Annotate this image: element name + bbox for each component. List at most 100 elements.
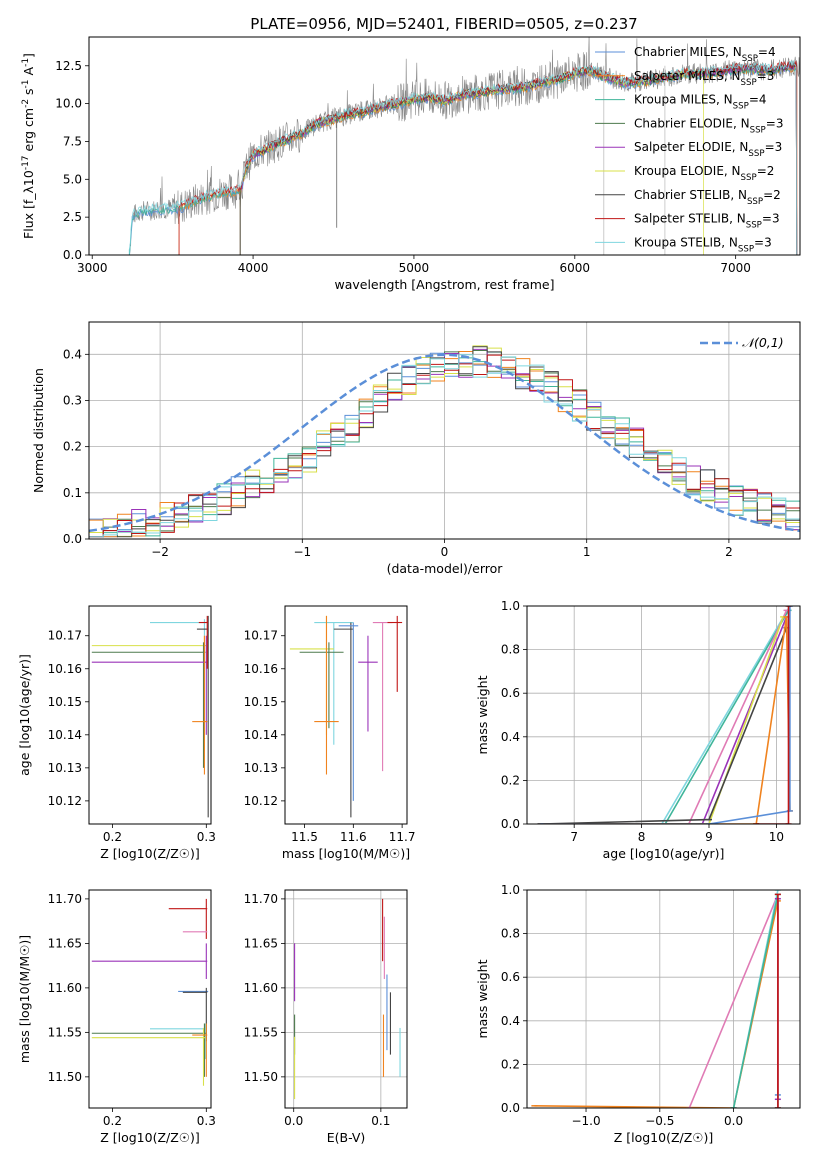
x-axis-label: Z [log10(Z/Z☉)] bbox=[100, 1130, 200, 1145]
axes-frame bbox=[88, 889, 212, 1109]
y-tick-label: 1.0 bbox=[501, 883, 520, 897]
x-axis-label: (data-model)/error bbox=[387, 561, 504, 576]
label-text: mass weight bbox=[475, 959, 490, 1038]
label-script: -1 bbox=[21, 58, 31, 67]
y-tick-label: 11.70 bbox=[244, 892, 278, 906]
panel-weight-vs-Z: −1.0 −0.5 0.0 0.0 0.2 0.4 0.6 0.8 1.0 Z [log10(Z/… bbox=[475, 883, 801, 1145]
x-tick-label: 9 bbox=[705, 830, 713, 844]
label-script: SSP bbox=[746, 221, 762, 231]
label-text: Salpeter STELIB, N bbox=[634, 212, 746, 226]
y-tick-label: 1.0 bbox=[501, 599, 520, 613]
y-tick-label: 0.6 bbox=[501, 970, 520, 984]
axes-frame bbox=[284, 889, 408, 1109]
cumulative-weight-line bbox=[534, 900, 779, 1108]
y-tick-label: 0.1 bbox=[63, 486, 82, 500]
y-tick-label: 0.0 bbox=[501, 1101, 520, 1115]
x-axis-label: mass [log10(M/M☉)] bbox=[282, 846, 410, 861]
label-script: SSP bbox=[750, 125, 766, 135]
legend: 𝒩(0,1) bbox=[700, 335, 784, 350]
x-tick-label: −1.0 bbox=[571, 1114, 600, 1128]
y-tick-label: 11.65 bbox=[244, 936, 278, 950]
y-axis-label: Flux [f_λ10-17 erg cm-2 s-1 A-1] bbox=[21, 53, 36, 239]
legend-entry: Kroupa ELODIE, NSSP=2 bbox=[634, 164, 774, 183]
axes-frame bbox=[88, 605, 212, 825]
label-text: =4 bbox=[749, 93, 767, 107]
y-tick-label: 10.0 bbox=[55, 97, 82, 111]
y-tick-label: 0.3 bbox=[63, 393, 82, 407]
panel-spectrum: 3000 4000 5000 6000 7000 0.0 2.5 5.0 7.5 10.0 12.5… bbox=[21, 36, 801, 292]
y-tick-label: 10.16 bbox=[244, 662, 278, 676]
label-text: A bbox=[21, 66, 36, 79]
y-tick-label: 10.13 bbox=[48, 761, 82, 775]
label-script: SSP bbox=[738, 244, 754, 254]
y-tick-label: 0.8 bbox=[501, 643, 520, 657]
label-script: SSP bbox=[747, 197, 763, 207]
cumulative-weight-line bbox=[732, 894, 779, 1108]
y-axis-label: Normed distribution bbox=[31, 368, 46, 493]
label-text: Chabrier ELODIE, N bbox=[634, 116, 750, 130]
y-tick-label: 10.15 bbox=[244, 695, 278, 709]
cumulative-weight-line bbox=[540, 610, 790, 824]
x-tick-label: 0.2 bbox=[103, 830, 122, 844]
label-text: Salpeter ELODIE, N bbox=[634, 140, 748, 154]
y-tick-label: 0.4 bbox=[63, 347, 82, 361]
label-text: Kroupa ELODIE, N bbox=[634, 164, 741, 178]
label-text: mass weight bbox=[475, 675, 490, 754]
label-text: erg cm bbox=[21, 108, 36, 156]
legend-entry: Chabrier ELODIE, NSSP=3 bbox=[634, 116, 783, 135]
axes-frame bbox=[284, 605, 408, 825]
cumulative-weight-line bbox=[540, 616, 791, 824]
label-text: =3 bbox=[762, 212, 780, 226]
x-tick-label: −2 bbox=[151, 545, 169, 559]
label-text: =2 bbox=[763, 188, 781, 202]
label-text: age [log10(age/yr)] bbox=[17, 654, 32, 776]
x-tick-label: 4000 bbox=[238, 261, 269, 275]
y-tick-label: 10.14 bbox=[244, 728, 278, 742]
label-text: =3 bbox=[754, 235, 772, 249]
y-tick-label: 10.16 bbox=[48, 662, 82, 676]
y-tick-label: 10.17 bbox=[244, 629, 278, 643]
x-tick-label: 2 bbox=[725, 545, 733, 559]
plot-area bbox=[91, 615, 209, 818]
label-text: mass [log10(M/M☉)] bbox=[17, 935, 32, 1063]
cumulative-weight-line bbox=[540, 616, 784, 824]
y-tick-label: 0.2 bbox=[501, 1057, 520, 1071]
label-text: Normed distribution bbox=[31, 368, 46, 493]
x-axis-label: wavelength [Angstrom, rest frame] bbox=[334, 277, 554, 292]
cumulative-weight-line bbox=[540, 627, 788, 824]
x-tick-label: 11.5 bbox=[291, 830, 318, 844]
x-tick-label: 7000 bbox=[720, 261, 751, 275]
label-text: =4 bbox=[758, 45, 776, 59]
x-axis-label: age [log10(age/yr)] bbox=[603, 846, 725, 861]
x-tick-label: 0.2 bbox=[103, 1114, 122, 1128]
y-tick-label: 11.70 bbox=[48, 892, 82, 906]
plot-area bbox=[289, 615, 403, 818]
x-tick-label: 0 bbox=[441, 545, 449, 559]
x-tick-label: 10 bbox=[769, 830, 784, 844]
label-text: Flux [f_λ10 bbox=[21, 170, 36, 239]
x-tick-label: −0.5 bbox=[645, 1114, 674, 1128]
y-tick-label: 0.2 bbox=[63, 440, 82, 454]
plot-area bbox=[537, 606, 793, 824]
y-tick-label: 0.4 bbox=[501, 1014, 520, 1028]
y-tick-label: 11.60 bbox=[48, 981, 82, 995]
x-axis-label: Z [log10(Z/Z☉)] bbox=[100, 846, 200, 861]
panel-age-vs-Z: 0.2 0.3 10.12 10.13 10.14 10.15 10.16 10.17 Z [l… bbox=[17, 605, 216, 861]
x-tick-label: 11.7 bbox=[389, 830, 416, 844]
x-tick-label: 5000 bbox=[399, 261, 430, 275]
x-axis-label: E(B-V) bbox=[327, 1130, 366, 1145]
label-text: Kroupa STELIB, N bbox=[634, 235, 738, 249]
y-tick-label: 0.0 bbox=[63, 532, 82, 546]
label-script: SSP bbox=[741, 78, 757, 88]
x-tick-label: 7 bbox=[570, 830, 578, 844]
y-tick-label: 0.0 bbox=[63, 248, 82, 262]
label-script: SSP bbox=[748, 149, 764, 159]
cumulative-weight-line bbox=[540, 606, 791, 824]
x-tick-label: 0.3 bbox=[197, 1114, 216, 1128]
axes-frame bbox=[88, 321, 801, 540]
label-script: -17 bbox=[21, 155, 31, 170]
plot-area bbox=[91, 898, 209, 1086]
plot-area bbox=[128, 37, 800, 255]
y-tick-label: 11.50 bbox=[244, 1070, 278, 1084]
